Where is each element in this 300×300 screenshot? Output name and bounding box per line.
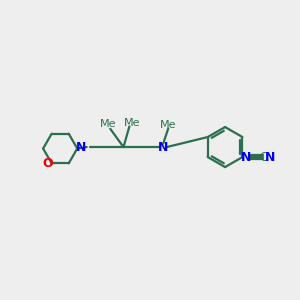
Text: N: N [265, 151, 275, 164]
Text: Me: Me [160, 120, 176, 130]
Text: Me: Me [124, 118, 141, 128]
Text: N: N [76, 141, 87, 154]
Text: C: C [259, 151, 268, 164]
Text: O: O [42, 158, 53, 170]
Text: Me: Me [100, 119, 116, 129]
Text: N: N [241, 151, 251, 164]
Text: N: N [158, 141, 168, 154]
